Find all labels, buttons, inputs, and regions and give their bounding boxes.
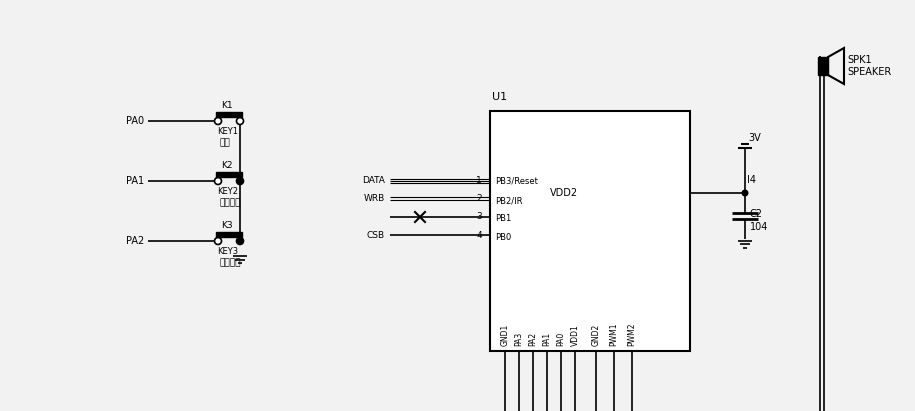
- Circle shape: [236, 178, 243, 185]
- Text: WRB: WRB: [364, 194, 385, 203]
- Text: PA0: PA0: [126, 116, 144, 126]
- Text: PWM1: PWM1: [609, 323, 619, 346]
- Text: VDD1: VDD1: [570, 324, 579, 346]
- Text: PB0: PB0: [495, 233, 511, 242]
- Text: GND1: GND1: [501, 324, 510, 346]
- Text: 2: 2: [477, 194, 482, 203]
- Text: KEY2: KEY2: [217, 187, 238, 196]
- Text: K3: K3: [221, 222, 232, 231]
- Text: U1: U1: [492, 92, 507, 102]
- Circle shape: [237, 178, 242, 184]
- Text: 归零: 归零: [219, 139, 230, 148]
- Text: PA1: PA1: [126, 176, 144, 186]
- Text: PA1: PA1: [543, 332, 552, 346]
- Text: K2: K2: [221, 162, 232, 171]
- Text: CSB: CSB: [367, 231, 385, 240]
- Text: 4: 4: [477, 231, 482, 240]
- Bar: [216, 232, 242, 237]
- Text: PWM2: PWM2: [628, 323, 637, 346]
- Text: DATA: DATA: [362, 176, 385, 185]
- Circle shape: [236, 238, 243, 245]
- Text: PA2: PA2: [529, 332, 537, 346]
- Text: K1: K1: [221, 102, 232, 111]
- Bar: [818, 57, 828, 75]
- Text: KEY3: KEY3: [217, 247, 238, 256]
- Text: 3: 3: [476, 212, 482, 222]
- Circle shape: [214, 178, 221, 185]
- Text: I4: I4: [747, 175, 756, 185]
- Text: VDD2: VDD2: [550, 188, 578, 198]
- Circle shape: [214, 238, 221, 245]
- Circle shape: [214, 118, 221, 125]
- Circle shape: [742, 190, 748, 196]
- Text: 1: 1: [476, 176, 482, 185]
- Text: PA3: PA3: [514, 332, 523, 346]
- Bar: [490, 111, 690, 351]
- Circle shape: [236, 118, 243, 125]
- Text: PA2: PA2: [125, 236, 144, 246]
- Text: 语音报数: 语音报数: [219, 199, 241, 208]
- Text: PA0: PA0: [556, 332, 565, 346]
- Text: SPEAKER: SPEAKER: [847, 67, 891, 77]
- Circle shape: [237, 238, 242, 244]
- Text: PB1: PB1: [495, 215, 511, 224]
- Text: GND2: GND2: [591, 324, 600, 346]
- Text: 104: 104: [750, 222, 769, 232]
- Text: 3V: 3V: [748, 133, 760, 143]
- Text: PB2/IR: PB2/IR: [495, 196, 522, 206]
- Text: SPK1: SPK1: [847, 55, 872, 65]
- Text: C2: C2: [750, 209, 763, 219]
- Text: PB3/Reset: PB3/Reset: [495, 176, 538, 185]
- Text: 计数触发: 计数触发: [219, 259, 241, 268]
- Bar: [216, 172, 242, 177]
- Bar: [216, 112, 242, 117]
- Text: KEY1: KEY1: [217, 127, 238, 136]
